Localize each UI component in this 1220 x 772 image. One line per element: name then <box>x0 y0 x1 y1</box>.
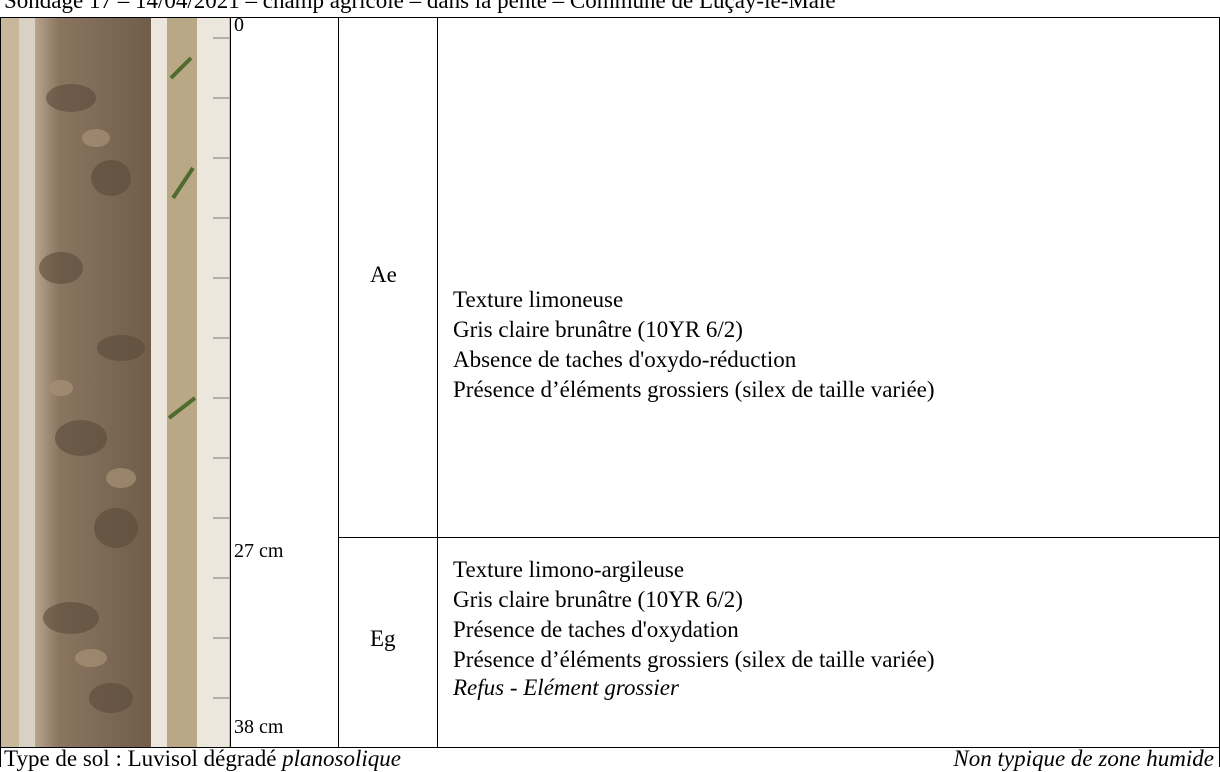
horizon-name: Ae <box>370 262 397 288</box>
description-note: Refus - Elément grossier <box>453 675 935 701</box>
wetland-status: Non typique de zone humide <box>953 746 1214 772</box>
rule <box>230 17 231 748</box>
soil-type: Type de sol : Luvisol dégradé planosoliq… <box>4 746 401 772</box>
description-line: Gris claire brunâtre (10YR 6/2) <box>453 315 935 345</box>
page: Sondage 17 – 14/04/2021 – champ agricole… <box>0 0 1220 767</box>
horizon-description: Texture limono-argileuse Gris claire bru… <box>453 555 935 701</box>
horizon-name: Eg <box>370 626 396 652</box>
description-line: Présence de taches d'oxydation <box>453 615 935 645</box>
description-line: Absence de taches d'oxydo-réduction <box>453 345 935 375</box>
title: Sondage 17 – 14/04/2021 – champ agricole… <box>4 0 836 14</box>
description-line: Présence d’éléments grossiers (silex de … <box>453 375 935 405</box>
rule <box>437 17 438 748</box>
depth-label: 0 <box>234 14 244 37</box>
description-line: Texture limono-argileuse <box>453 555 935 585</box>
depth-label: 38 cm <box>234 716 283 739</box>
soil-qualifier: planosolique <box>282 746 401 771</box>
rule <box>338 537 1220 538</box>
horizon-description: Texture limoneuse Gris claire brunâtre (… <box>453 285 935 405</box>
description-line: Gris claire brunâtre (10YR 6/2) <box>453 585 935 615</box>
depth-label: 27 cm <box>234 540 283 563</box>
description-line: Présence d’éléments grossiers (silex de … <box>453 645 935 675</box>
description-line: Texture limoneuse <box>453 285 935 315</box>
note-text: Refus - Elément grossier <box>453 675 679 700</box>
wetland-text: Non typique de zone humide <box>953 746 1214 771</box>
soil-type-label: Type de sol : Luvisol dégradé <box>4 746 276 771</box>
soil-photo <box>1 18 230 747</box>
rule <box>338 17 339 748</box>
